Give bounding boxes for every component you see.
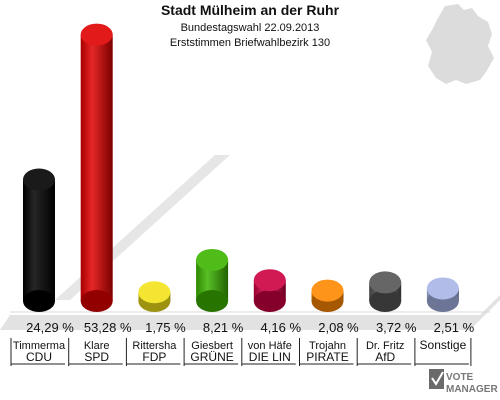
vote-manager-logo-text: VOTE [446, 372, 474, 383]
chart-subtitle-2: Erststimmen Briefwahlbezirk 130 [169, 37, 331, 49]
candidate-label: von Häfe [248, 340, 292, 352]
bar-top-pirate [311, 279, 344, 302]
bar-base-die lin [253, 290, 286, 312]
bar-top-spd [80, 23, 113, 46]
party-label: CDU [26, 350, 52, 364]
value-label: 4,16 % [261, 320, 302, 335]
chart-subtitle: Bundestagswahl 22.09.2013 [180, 22, 320, 34]
party-label: DIE LIN [249, 350, 291, 364]
candidate-label: Dr. Fritz [366, 340, 405, 352]
bar-base-afd [369, 290, 402, 312]
value-label: 1,75 % [145, 320, 186, 335]
candidate-label: Timmerma [13, 340, 66, 352]
bar-base-cdu [23, 290, 55, 312]
bar-base-grüne [196, 290, 229, 312]
vote-manager-logo-text: MANAGER [446, 384, 498, 395]
bar-body-cdu [23, 179, 55, 301]
party-label: GRÜNE [190, 350, 233, 364]
candidate-label: Rittersha [132, 340, 177, 352]
value-label: 3,72 % [376, 320, 417, 335]
value-label: 53,28 % [84, 320, 132, 335]
party-label: SPD [84, 350, 109, 364]
candidate-label: Giesbert [191, 340, 233, 352]
value-label: 2,51 % [434, 320, 475, 335]
germany-map-silhouette [426, 4, 494, 84]
bar-top-cdu [23, 168, 55, 191]
chart-title: Stadt Mülheim an der Ruhr [160, 2, 340, 18]
candidate-label: Trojahn [309, 340, 346, 352]
value-label: 24,29 % [26, 320, 74, 335]
bar-top-afd [369, 271, 402, 294]
floor-band [0, 295, 500, 330]
value-label: 2,08 % [318, 320, 359, 335]
party-label: AfD [375, 350, 395, 364]
bar-top-grüne [196, 248, 229, 271]
party-label: FDP [142, 350, 166, 364]
bar-top-die lin [253, 269, 286, 292]
vote-manager-logo-box [429, 369, 444, 389]
vote-manager-logo-check [431, 371, 444, 386]
bar-base-spd [80, 290, 113, 312]
value-label: 8,21 % [203, 320, 244, 335]
party-label: PIRATE [306, 350, 348, 364]
party-label: Sonstige [420, 338, 467, 352]
bar-body-spd [80, 34, 113, 301]
bar-top-fdp [138, 281, 171, 304]
bar-top-sonstige [426, 277, 459, 300]
candidate-label: Klare [84, 340, 110, 352]
